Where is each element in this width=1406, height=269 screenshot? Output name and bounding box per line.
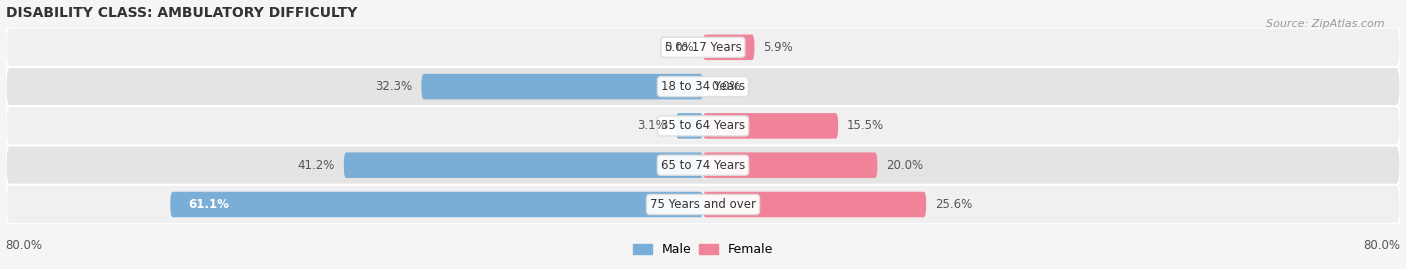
Text: 80.0%: 80.0% [1364,239,1400,252]
Text: 41.2%: 41.2% [298,159,335,172]
FancyBboxPatch shape [6,106,1400,146]
Text: 18 to 34 Years: 18 to 34 Years [661,80,745,93]
Text: 65 to 74 Years: 65 to 74 Years [661,159,745,172]
Text: 75 Years and over: 75 Years and over [650,198,756,211]
Text: 80.0%: 80.0% [6,239,42,252]
Text: Source: ZipAtlas.com: Source: ZipAtlas.com [1267,19,1385,29]
Text: DISABILITY CLASS: AMBULATORY DIFFICULTY: DISABILITY CLASS: AMBULATORY DIFFICULTY [6,6,357,20]
Text: 25.6%: 25.6% [935,198,972,211]
FancyBboxPatch shape [703,113,838,139]
Text: 5 to 17 Years: 5 to 17 Years [665,41,741,54]
FancyBboxPatch shape [422,74,703,99]
FancyBboxPatch shape [170,192,703,217]
FancyBboxPatch shape [703,34,755,60]
Text: 15.5%: 15.5% [846,119,884,132]
Text: 0.0%: 0.0% [711,80,741,93]
Text: 20.0%: 20.0% [886,159,924,172]
FancyBboxPatch shape [6,67,1400,106]
FancyBboxPatch shape [6,28,1400,67]
FancyBboxPatch shape [703,153,877,178]
FancyBboxPatch shape [676,113,703,139]
FancyBboxPatch shape [6,146,1400,185]
Text: 3.1%: 3.1% [637,119,668,132]
Text: 61.1%: 61.1% [188,198,229,211]
Text: 0.0%: 0.0% [665,41,695,54]
Text: 5.9%: 5.9% [763,41,793,54]
Text: 35 to 64 Years: 35 to 64 Years [661,119,745,132]
FancyBboxPatch shape [703,192,927,217]
FancyBboxPatch shape [344,153,703,178]
Legend: Male, Female: Male, Female [628,238,778,261]
FancyBboxPatch shape [6,185,1400,224]
Text: 32.3%: 32.3% [375,80,413,93]
